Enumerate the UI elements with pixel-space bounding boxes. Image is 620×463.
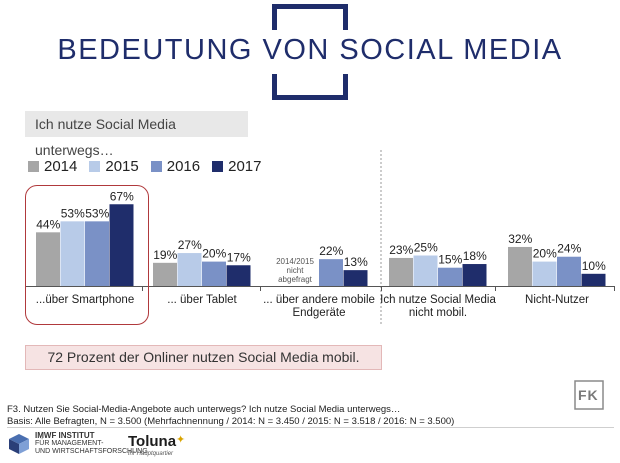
data-label: 67% <box>110 189 134 203</box>
data-label: 24% <box>557 242 581 256</box>
chart-legend: 2014 2015 2016 2017 <box>28 157 274 175</box>
footnote: F3. Nutzen Sie Social-Media-Angebote auc… <box>7 404 454 428</box>
bar-2015 <box>532 261 557 286</box>
title-bracket-bottom <box>272 74 348 100</box>
legend-item-2015: 2015 <box>89 157 139 175</box>
bar-2017 <box>226 265 251 286</box>
bar-2014 <box>508 246 532 286</box>
category-label: Ich nutze Social Media <box>380 294 496 306</box>
imwf-cube-icon <box>9 434 29 454</box>
category-label: ... über andere mobile <box>263 294 375 306</box>
data-label: 23% <box>389 243 413 257</box>
data-label: 25% <box>414 241 438 255</box>
imwf-line3: UND WIRTSCHAFTSFORSCHUNG <box>35 448 148 455</box>
data-label: 19% <box>153 248 177 262</box>
data-label: 18% <box>463 249 487 263</box>
category-label: ...über Smartphone <box>36 294 134 306</box>
not-queried-note: abgefragt <box>278 275 313 284</box>
title-bracket-top <box>272 4 348 30</box>
data-label: 15% <box>438 253 462 267</box>
category-label: nicht mobil. <box>409 307 467 319</box>
toluna-wordmark: Toluna <box>128 433 177 450</box>
footnote-basis: Basis: Alle Befragten, N = 3.500 (Mehrfa… <box>7 416 455 427</box>
legend-item-2016: 2016 <box>150 157 201 175</box>
not-queried-note: nicht <box>287 266 305 275</box>
imwf-logo: IMWF INSTITUT FÜR MANAGEMENT- UND WIRTSC… <box>7 432 148 456</box>
legend-item-2014: 2014 <box>28 158 77 175</box>
data-label: 20% <box>533 247 557 261</box>
legend-swatch-2015 <box>89 160 101 172</box>
legend-label-2015: 2015 <box>105 157 139 175</box>
smartphone-highlight-frame <box>25 185 149 325</box>
bar-2016 <box>319 259 343 286</box>
legend-swatch-2017 <box>212 160 224 172</box>
callout-box: 72 Prozent der Onliner nutzen Social Med… <box>25 345 382 370</box>
category-label: Endgeräte <box>292 307 345 319</box>
data-label: 53% <box>85 206 109 220</box>
legend-swatch-2016 <box>150 160 162 172</box>
toluna-tagline: Ihr Hauptquartier <box>128 451 174 457</box>
imwf-line1: IMWF INSTITUT <box>35 431 95 440</box>
bar-2015 <box>413 255 438 286</box>
data-label: 22% <box>319 244 343 258</box>
data-label: 13% <box>344 255 368 269</box>
toluna-logo: Toluna✦ Ihr Hauptquartier <box>128 433 185 457</box>
fk-logo-text: FK <box>578 387 599 403</box>
data-label: 44% <box>36 217 60 231</box>
toluna-star-icon: ✦ <box>176 434 186 446</box>
bar-2017 <box>462 264 487 286</box>
imwf-line2: FÜR MANAGEMENT- <box>35 440 104 447</box>
page-title: BEDEUTUNG VON SOCIAL MEDIA <box>57 34 563 66</box>
bar-2017 <box>343 270 368 286</box>
bar-2014 <box>389 257 413 286</box>
data-label: 20% <box>202 247 226 261</box>
footnote-question: F3. Nutzen Sie Social-Media-Angebote auc… <box>7 404 401 415</box>
legend-label-2014: 2014 <box>44 157 78 175</box>
category-label: ... über Tablet <box>167 294 237 306</box>
bar-2014 <box>36 232 60 286</box>
bar-2017 <box>581 273 606 286</box>
footer-divider <box>7 427 614 428</box>
legend-label-2017: 2017 <box>228 157 262 175</box>
fk-logo-icon <box>574 380 604 410</box>
data-label: 17% <box>227 250 251 264</box>
bar-2015 <box>177 253 202 286</box>
data-label: 53% <box>61 206 85 220</box>
data-label: 27% <box>178 238 202 252</box>
bar-2017 <box>109 204 134 286</box>
bar-2016 <box>85 221 109 286</box>
legend-swatch-2014 <box>28 160 39 172</box>
data-label: 32% <box>508 232 532 246</box>
legend-label-2016: 2016 <box>166 157 201 175</box>
bar-2016 <box>438 267 462 286</box>
legend-item-2017: 2017 <box>212 157 262 175</box>
bar-2014 <box>153 262 177 286</box>
data-label: 10% <box>582 259 606 273</box>
category-label: Nicht-Nutzer <box>525 294 589 306</box>
bar-2016 <box>202 261 226 286</box>
not-queried-note: 2014/2015 <box>276 257 314 266</box>
bar-2016 <box>557 256 581 286</box>
question-box: Ich nutze Social Media unterwegs… <box>25 111 248 158</box>
bar-2015 <box>60 221 85 286</box>
